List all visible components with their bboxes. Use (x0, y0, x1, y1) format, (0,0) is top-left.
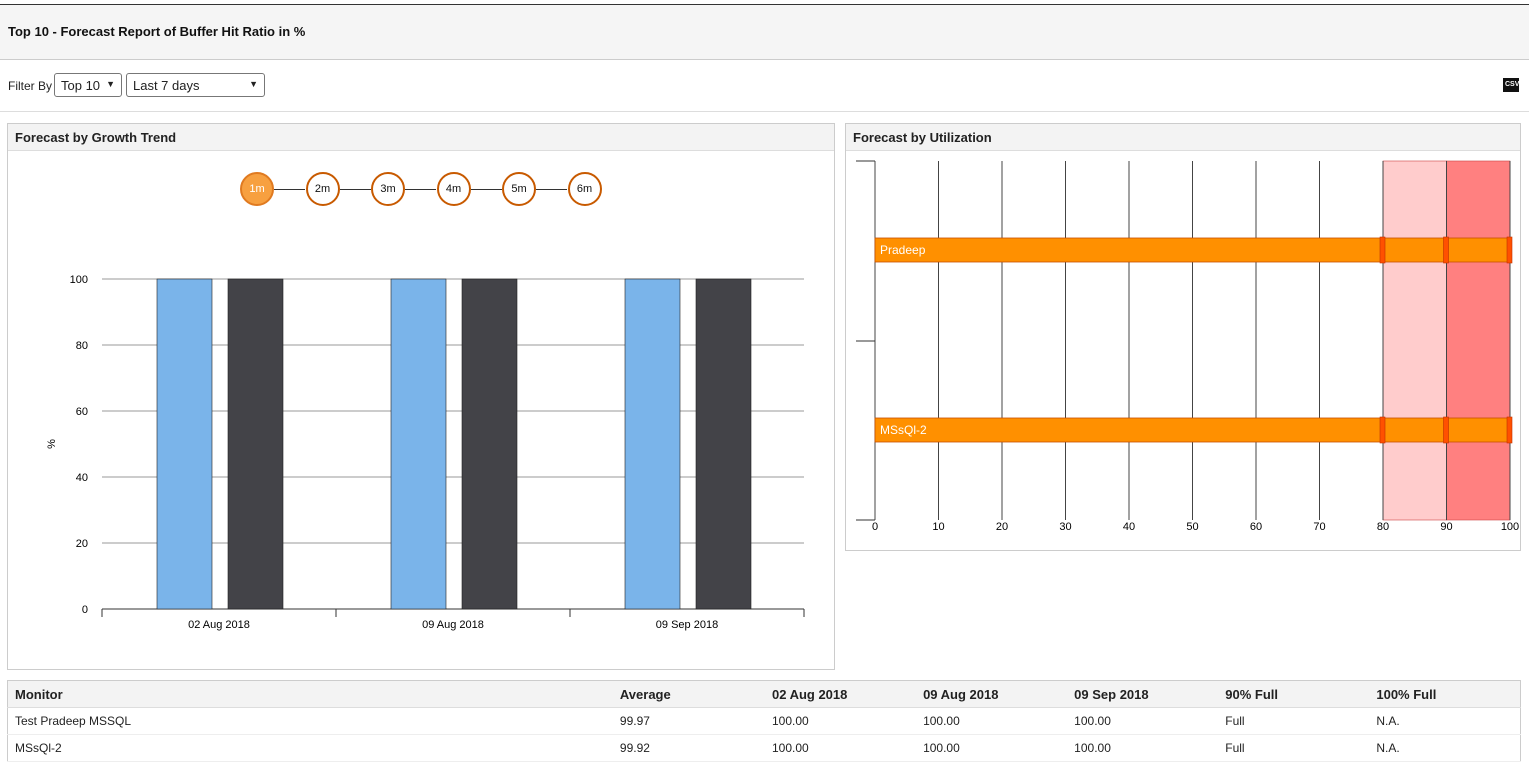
x-tick-label: 20 (996, 521, 1008, 533)
table-cell: 100.00 (1067, 707, 1219, 735)
step-6m[interactable]: 6m (567, 172, 602, 206)
table-cell: 100.00 (764, 707, 917, 735)
x-tick-label: 40 (1123, 521, 1135, 533)
x-tick-label: 10 (932, 521, 944, 533)
x-tick-label: 50 (1186, 521, 1198, 533)
top-select-value: Top 10 (61, 78, 101, 93)
bar (695, 278, 752, 610)
column-header[interactable]: 09 Aug 2018 (916, 680, 1068, 708)
table-cell: 100.00 (1067, 734, 1219, 762)
bar-label: Pradeep (880, 243, 926, 257)
step-connector (405, 189, 436, 190)
chevron-down-icon: ▼ (106, 79, 115, 89)
growth-chart: 0 20 40 60 80 100% 02 Aug 2018 09 Aug 2018 09 Se… (46, 274, 805, 631)
threshold-marker (1379, 236, 1386, 264)
y-tick-label: 60 (76, 406, 88, 418)
threshold-marker (1379, 416, 1386, 444)
table-cell: N.A. (1369, 734, 1521, 762)
filter-bar: Filter By Top 10 ▼ Last 7 days ▼ (0, 60, 1529, 112)
utilization-bar (874, 417, 1511, 443)
table-cell: 99.97 (612, 707, 765, 735)
column-header[interactable]: Average (612, 680, 765, 708)
threshold-band (1446, 160, 1511, 521)
y-tick-label: 20 (76, 538, 88, 550)
growth-panel-title: Forecast by Growth Trend (8, 124, 834, 151)
y-tick-label: 0 (82, 604, 88, 616)
table-cell: 100.00 (764, 734, 917, 762)
x-tick-label: 60 (1250, 521, 1262, 533)
utilization-bar (874, 237, 1511, 263)
table-cell: MSsQl-2 (7, 734, 613, 762)
step-5m[interactable]: 5m (502, 172, 536, 206)
threshold-marker (1443, 416, 1449, 444)
step-connector (339, 189, 371, 190)
threshold-marker (1506, 236, 1513, 264)
x-tick-label: 02 Aug 2018 (188, 619, 250, 631)
step-4m[interactable]: 4m (436, 172, 471, 206)
top-border (0, 4, 1529, 5)
bar-label: MSsQl-2 (880, 423, 927, 437)
range-select-value: Last 7 days (133, 78, 200, 93)
utilization-panel-title: Forecast by Utilization (846, 124, 1520, 151)
page-title: Top 10 - Forecast Report of Buffer Hit R… (8, 24, 306, 39)
x-tick-label: 30 (1059, 521, 1071, 533)
table-cell: 100.00 (916, 707, 1068, 735)
page-header: Top 10 - Forecast Report of Buffer Hit R… (0, 5, 1529, 60)
chevron-down-icon: ▼ (249, 79, 258, 89)
step-2m[interactable]: 2m (305, 172, 340, 206)
table-cell: Full (1218, 734, 1370, 762)
y-tick-label: 100 (70, 274, 88, 286)
bar (156, 278, 213, 610)
table-cell: 99.92 (612, 734, 765, 762)
y-tick-label: 40 (76, 472, 88, 484)
column-header[interactable]: 09 Sep 2018 (1067, 680, 1219, 708)
step-connector (536, 189, 567, 190)
table-cell: 100.00 (916, 734, 1068, 762)
utilization-chart: 0 10 20 30 40 50 60 70 80 90 100 Pradeep MSsQl-2 (856, 160, 1519, 533)
table-cell: Full (1218, 707, 1370, 735)
table-row: MSsQl-2 99.92 100.00 100.00 100.00 Full N.A. (7, 734, 1521, 762)
csv-icon[interactable]: CSV (1503, 78, 1519, 92)
threshold-marker (1506, 416, 1513, 444)
table-row: Test Pradeep MSSQL 99.97 100.00 100.00 100.0… (7, 707, 1521, 735)
x-tick-label: 90 (1440, 521, 1452, 533)
column-header[interactable]: 90% Full (1218, 680, 1370, 708)
threshold-band (1382, 160, 1447, 521)
filter-label: Filter By (8, 79, 53, 93)
x-tick-label: 100 (1501, 521, 1519, 533)
forecast-table: Monitor Average 02 Aug 2018 09 Aug 2018 09 S… (7, 680, 1521, 762)
step-3m[interactable]: 3m (371, 172, 405, 206)
step-connector (470, 189, 502, 190)
range-select[interactable]: Last 7 days ▼ (126, 73, 265, 97)
bar (227, 278, 284, 610)
table-cell: N.A. (1369, 707, 1521, 735)
step-1m[interactable]: 1m (240, 172, 274, 206)
column-header[interactable]: 02 Aug 2018 (764, 680, 917, 708)
x-tick-label: 70 (1313, 521, 1325, 533)
x-tick-label: 09 Sep 2018 (656, 619, 718, 631)
y-tick-label: 80 (76, 340, 88, 352)
threshold-marker (1443, 236, 1449, 264)
table-cell: Test Pradeep MSSQL (7, 707, 613, 735)
bar (624, 278, 681, 610)
column-header[interactable]: Monitor (7, 680, 613, 708)
step-connector (274, 189, 305, 190)
x-tick-label: 09 Aug 2018 (422, 619, 484, 631)
y-axis-label: % (46, 439, 58, 449)
x-tick-label: 0 (872, 521, 878, 533)
column-header[interactable]: 100% Full (1369, 680, 1521, 708)
x-tick-label: 80 (1377, 521, 1389, 533)
top-select[interactable]: Top 10 ▼ (54, 73, 122, 97)
bar (461, 278, 518, 610)
bar (390, 278, 447, 610)
